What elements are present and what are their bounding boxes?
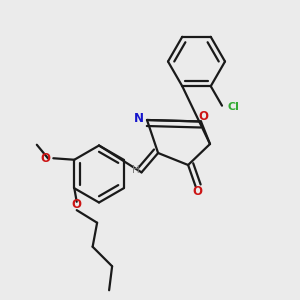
Text: H: H xyxy=(132,165,140,175)
Text: O: O xyxy=(192,185,202,198)
Text: Cl: Cl xyxy=(227,102,239,112)
Text: O: O xyxy=(198,110,208,123)
Text: O: O xyxy=(72,198,82,211)
Text: N: N xyxy=(134,112,144,125)
Text: O: O xyxy=(40,152,50,165)
